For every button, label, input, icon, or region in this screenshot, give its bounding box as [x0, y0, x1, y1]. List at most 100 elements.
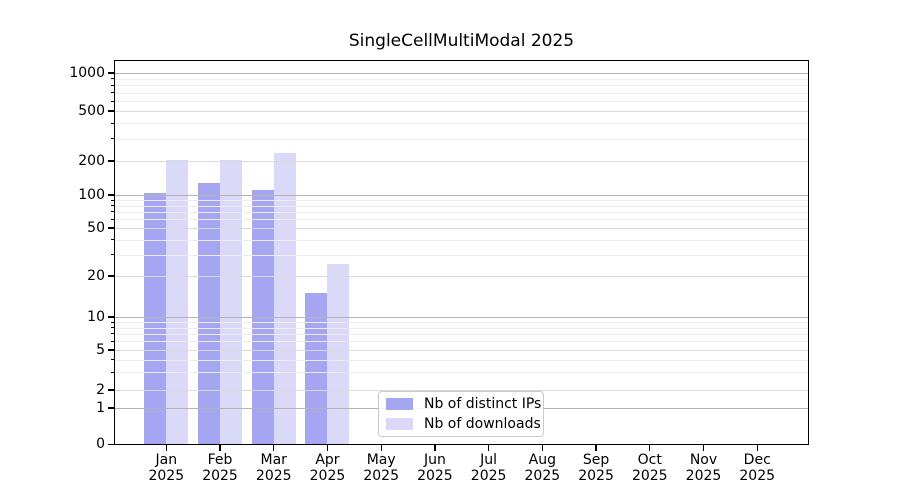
- gridline-minor-labeled: [114, 111, 809, 112]
- x-tick-label-dec: Dec 2025: [729, 452, 785, 484]
- x-label-year: 2025: [363, 467, 399, 484]
- gridline-minor: [114, 205, 809, 207]
- gridline-major: [114, 317, 809, 318]
- y-minor-tick: [110, 211, 114, 213]
- x-tick-label-sep: Sep 2025: [568, 452, 624, 484]
- gridline-minor: [114, 101, 809, 102]
- legend-item-downloads: Nb of downloads: [386, 416, 543, 433]
- y-tick: [107, 349, 114, 351]
- y-tick-label: 500: [78, 102, 105, 119]
- x-tick-label-jan: Jan 2025: [138, 452, 194, 484]
- x-tick-label-may: May 2025: [353, 452, 409, 484]
- x-label-year: 2025: [631, 467, 668, 484]
- x-label-month: Apr: [315, 452, 340, 468]
- gridline-minor: [114, 239, 809, 241]
- x-label-month: Feb: [207, 452, 233, 468]
- legend-label-downloads: Nb of downloads: [424, 415, 541, 432]
- y-tick: [107, 407, 114, 409]
- y-tick: [107, 227, 114, 229]
- x-label-month: Nov: [689, 452, 718, 468]
- y-tick: [107, 275, 114, 277]
- y-minor-tick: [110, 321, 114, 323]
- x-tick: [756, 444, 758, 451]
- x-tick: [487, 444, 490, 451]
- gridline-minor: [114, 92, 809, 94]
- legend-item-distinct-ips: Nb of distinct IPs: [386, 396, 543, 413]
- bar-nb-of-distinct-ips-jan: [144, 193, 167, 445]
- y-minor-tick: [110, 371, 114, 373]
- gridline-minor-labeled: [114, 350, 809, 351]
- bar-nb-of-downloads-jan: [166, 159, 189, 445]
- gridline-minor: [114, 123, 809, 125]
- x-tick-label-feb: Feb 2025: [192, 452, 248, 484]
- x-label-month: Jul: [480, 452, 498, 468]
- y-minor-tick: [110, 92, 114, 94]
- bar-nb-of-distinct-ips-feb: [198, 182, 221, 445]
- gridline-major: [114, 73, 809, 74]
- x-label-month: Aug: [528, 452, 556, 468]
- gridline-minor: [114, 211, 809, 213]
- x-tick: [649, 444, 651, 451]
- y-tick: [107, 443, 114, 446]
- y-minor-tick: [110, 100, 114, 102]
- x-tick: [326, 444, 329, 451]
- bar-nb-of-downloads-mar: [273, 153, 296, 445]
- x-label-month: Oct: [637, 452, 662, 468]
- y-minor-tick: [110, 199, 114, 201]
- x-tick-label-jul: Jul 2025: [461, 452, 517, 484]
- x-label-year: 2025: [255, 467, 292, 484]
- y-minor-tick: [110, 340, 114, 342]
- x-tick-label-jun: Jun 2025: [407, 452, 463, 484]
- y-tick-label: 2: [96, 381, 105, 398]
- x-tick-label-oct: Oct 2025: [622, 452, 678, 484]
- gridline-minor: [114, 333, 809, 335]
- y-tick: [107, 389, 114, 391]
- gridline-minor-labeled: [114, 276, 809, 277]
- x-tick: [595, 444, 597, 451]
- y-tick-label: 0: [96, 436, 105, 452]
- gridline-minor: [114, 359, 809, 361]
- x-tick: [165, 444, 167, 451]
- gridline-minor: [114, 78, 809, 80]
- x-label-year: 2025: [524, 467, 561, 484]
- y-minor-tick: [110, 218, 114, 220]
- y-minor-tick: [110, 84, 114, 86]
- x-label-month: Sep: [582, 452, 610, 468]
- gridline-minor: [114, 341, 809, 343]
- gridline-minor: [114, 322, 809, 324]
- y-tick-label: 50: [87, 219, 105, 236]
- gridline-minor: [114, 254, 809, 256]
- y-tick-label: 1: [96, 399, 105, 416]
- gridline-minor: [114, 138, 809, 140]
- y-minor-tick: [110, 122, 114, 124]
- y-tick: [107, 160, 114, 162]
- x-label-year: 2025: [309, 467, 346, 484]
- y-tick: [107, 72, 114, 74]
- y-tick-label: 10: [87, 308, 105, 325]
- gridline-minor-labeled: [114, 228, 809, 229]
- y-minor-tick: [110, 138, 114, 140]
- y-minor-tick: [110, 333, 114, 335]
- legend-swatch-distinct-ips-icon: [386, 398, 413, 410]
- gridline-minor-labeled: [114, 390, 809, 391]
- x-label-year: 2025: [578, 467, 614, 484]
- y-tick: [107, 194, 114, 196]
- x-label-month: Dec: [743, 452, 771, 468]
- y-minor-tick: [110, 205, 114, 207]
- x-label-month: Jun: [423, 452, 446, 468]
- y-tick-label: 200: [78, 152, 105, 169]
- y-tick-label: 100: [78, 186, 105, 203]
- y-tick-label: 20: [87, 267, 105, 284]
- x-label-year: 2025: [685, 467, 722, 484]
- x-tick: [541, 444, 543, 451]
- x-tick: [702, 444, 705, 451]
- x-tick: [219, 444, 221, 451]
- gridline-minor-labeled: [114, 161, 809, 162]
- x-label-year: 2025: [470, 467, 507, 484]
- gridline-minor: [114, 219, 809, 221]
- x-tick: [273, 444, 275, 451]
- x-label-year: 2025: [148, 467, 185, 484]
- x-label-year: 2025: [739, 467, 776, 484]
- x-label-year: 2025: [202, 467, 238, 484]
